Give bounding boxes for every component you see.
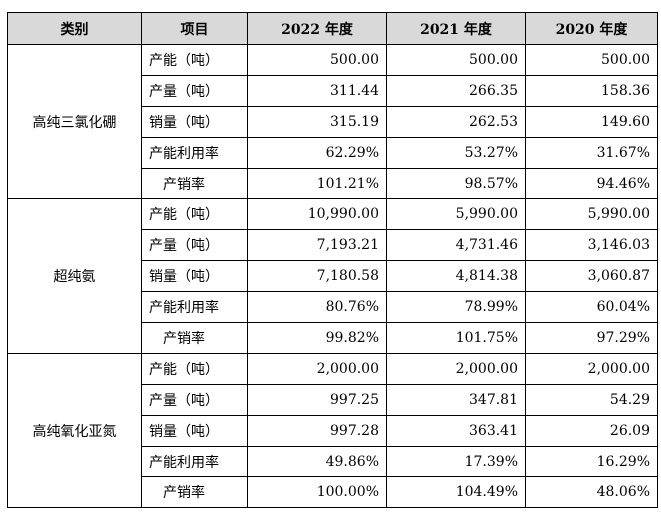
value-cell-y2022: 500.00 (247, 44, 387, 76)
value-cell-y2022: 99.82% (247, 322, 387, 354)
table-row: 产销率 99.82% 101.75% 97.29% (8, 322, 658, 354)
value-cell-y2021: 98.57% (386, 167, 526, 200)
value-cell-y2020: 2,000.00 (525, 352, 658, 385)
header-2021: 2021 年度 (386, 12, 526, 45)
value-cell-y2022: 315.19 (247, 105, 387, 138)
value-cell-y2021: 4,814.38 (386, 260, 526, 293)
header-category: 类别 (7, 12, 142, 45)
value-cell-y2020: 149.60 (525, 105, 658, 138)
table-row: 高纯氧化亚氮 产能（吨） 2,000.00 2,000.00 2,000.00 (7, 352, 658, 509)
value-cell-y2021: 104.49% (386, 476, 526, 509)
value-cell-y2020: 94.46% (525, 167, 658, 200)
value-cell-y2021: 500.00 (386, 44, 526, 76)
table-body: 高纯三氯化硼 产能（吨） 500.00 500.00 500.00 产量（吨） 311.44… (7, 43, 658, 509)
item-cell: 产能利用率 (141, 291, 248, 324)
category-cell: 超纯氨 (7, 198, 142, 354)
value-cell-y2020: 16.29% (525, 445, 658, 478)
item-cell: 销量（吨） (141, 260, 248, 293)
item-cell: 产销率 (141, 167, 248, 200)
value-cell-y2021: 101.75% (386, 322, 526, 354)
value-cell-y2021: 262.53 (386, 105, 526, 138)
item-cell: 产销率 (141, 322, 248, 354)
value-cell-y2022: 101.21% (247, 167, 387, 200)
value-cell-y2022: 100.00% (247, 476, 387, 509)
value-cell-y2021: 78.99% (386, 291, 526, 324)
value-cell-y2022: 2,000.00 (247, 352, 387, 385)
value-cell-y2021: 4,731.46 (386, 229, 526, 262)
item-cell: 产能（吨） (141, 198, 248, 231)
item-cell: 产能（吨） (141, 44, 248, 76)
value-cell-y2022: 997.28 (247, 414, 387, 447)
table-row: 销量（吨） 315.19 262.53 149.60 (8, 105, 658, 138)
category-cell: 高纯三氯化硼 (7, 43, 142, 200)
value-cell-y2020: 48.06% (525, 476, 658, 509)
value-cell-y2022: 80.76% (247, 291, 387, 324)
value-cell-y2020: 158.36 (525, 74, 658, 107)
item-cell: 产量（吨） (141, 229, 248, 262)
table-row: 产量（吨） 7,193.21 4,731.46 3,146.03 (8, 229, 658, 262)
value-cell-y2021: 2,000.00 (386, 352, 526, 385)
value-cell-y2021: 17.39% (386, 445, 526, 478)
item-cell: 产销率 (141, 476, 248, 509)
value-cell-y2022: 49.86% (247, 445, 387, 478)
header-2020: 2020 年度 (525, 12, 658, 45)
value-cell-y2021: 363.41 (386, 414, 526, 447)
value-cell-y2022: 62.29% (247, 136, 387, 169)
item-cell: 产能利用率 (141, 445, 248, 478)
value-cell-y2021: 53.27% (386, 136, 526, 169)
header-2022: 2022 年度 (247, 12, 387, 45)
value-cell-y2020: 26.09 (525, 414, 658, 447)
value-cell-y2020: 500.00 (525, 44, 658, 76)
value-cell-y2021: 266.35 (386, 74, 526, 107)
value-cell-y2020: 31.67% (525, 136, 658, 169)
table-row: 产销率 101.21% 98.57% 94.46% (8, 167, 658, 200)
header-row: 类别 项目 2022 年度 2021 年度 2020 年度 (7, 12, 658, 45)
table-row: 销量（吨） 7,180.58 4,814.38 3,060.87 (8, 260, 658, 293)
value-cell-y2022: 997.25 (247, 383, 387, 416)
value-cell-y2021: 347.81 (386, 383, 526, 416)
table-row: 产能利用率 62.29% 53.27% 31.67% (8, 136, 658, 169)
value-cell-y2020: 60.04% (525, 291, 658, 324)
value-cell-y2022: 10,990.00 (247, 198, 387, 231)
table-row: 产能利用率 49.86% 17.39% 16.29% (8, 445, 658, 478)
table-row: 超纯氨 产能（吨） 10,990.00 5,990.00 5,990.00 (7, 198, 658, 354)
item-cell: 销量（吨） (141, 105, 248, 138)
capacity-table: 类别 项目 2022 年度 2021 年度 2020 年度 高纯三氯化硼 产能（吨… (7, 12, 658, 509)
item-cell: 产能（吨） (141, 352, 248, 385)
table-row: 产销率 100.00% 104.49% 48.06% (8, 476, 658, 509)
item-cell: 产能利用率 (141, 136, 248, 169)
item-cell: 产量（吨） (141, 383, 248, 416)
value-cell-y2020: 97.29% (525, 322, 658, 354)
header-item: 项目 (141, 12, 248, 45)
value-cell-y2022: 7,193.21 (247, 229, 387, 262)
value-cell-y2020: 54.29 (525, 383, 658, 416)
value-cell-y2020: 5,990.00 (525, 198, 658, 231)
value-cell-y2022: 311.44 (247, 74, 387, 107)
value-cell-y2021: 5,990.00 (386, 198, 526, 231)
value-cell-y2020: 3,060.87 (525, 260, 658, 293)
item-cell: 销量（吨） (141, 414, 248, 447)
table-row: 产量（吨） 311.44 266.35 158.36 (8, 74, 658, 107)
value-cell-y2022: 7,180.58 (247, 260, 387, 293)
category-cell: 高纯氧化亚氮 (7, 352, 142, 509)
table-row: 高纯三氯化硼 产能（吨） 500.00 500.00 500.00 (7, 43, 658, 200)
table-row: 产能利用率 80.76% 78.99% 60.04% (8, 291, 658, 324)
value-cell-y2020: 3,146.03 (525, 229, 658, 262)
table-header: 类别 项目 2022 年度 2021 年度 2020 年度 (7, 12, 658, 45)
item-cell: 产量（吨） (141, 74, 248, 107)
